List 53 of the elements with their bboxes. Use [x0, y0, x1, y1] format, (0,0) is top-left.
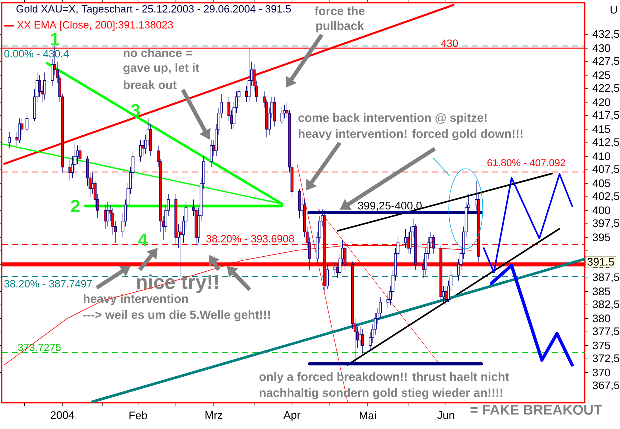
- y-tick-label: 402,5: [592, 192, 620, 202]
- annotation: 1: [51, 33, 60, 46]
- y-tick-label: 417,5: [592, 112, 620, 120]
- y-tick-label: 377,5: [592, 328, 620, 337]
- annotation: come back intervention @ spitze!: [298, 113, 487, 125]
- y-tick-label: 370: [592, 368, 610, 377]
- y-tick-label: 432,5: [592, 30, 620, 40]
- annotation: 4: [138, 234, 148, 246]
- y-tick-label: 372,5: [592, 354, 620, 364]
- y-tick-label: 382,5: [592, 300, 620, 310]
- y-tick-label: 367,5: [592, 382, 620, 391]
- text: U: [610, 6, 618, 14]
- y-tick-label: 412,5: [592, 138, 620, 148]
- annotation: 2: [71, 200, 80, 213]
- chart-title: Gold XAU=X, Tageschart - 25.12.2003 - 29.06.2004 - 391.5: [16, 5, 292, 15]
- y-tick-label: 430: [592, 44, 610, 52]
- y-tick-label: 427,5: [592, 57, 620, 66]
- text: = FAKE BREAKOUT: [470, 405, 602, 415]
- y-tick-label: 387,5: [592, 274, 620, 283]
- y-tick-label: 407,5: [592, 166, 620, 175]
- annotation: break out: [124, 80, 177, 90]
- x-tick-label: Mai: [360, 412, 376, 420]
- y-tick-label: 395: [592, 234, 610, 242]
- annotation: force the: [314, 6, 365, 16]
- y-tick-label: 400: [592, 206, 610, 214]
- annotation: 38.20% - 387.7497: [4, 280, 92, 288]
- y-tick-label: 420: [592, 98, 610, 106]
- annotation: heavy intervention! forced gold down!!!: [299, 129, 523, 141]
- annotation: 61.80% - 407.092: [488, 159, 566, 167]
- y-tick-label: 380: [592, 314, 610, 323]
- x-tick-label: Jun: [438, 412, 454, 420]
- y-tick-label: 405: [592, 180, 610, 188]
- annotation: 399,25-400,0: [358, 202, 422, 212]
- legend-label: XX EMA [Close, 200]:391.138023: [17, 21, 174, 31]
- annotation: gave up, let it: [124, 63, 200, 75]
- y-tick-label: 375: [592, 342, 610, 350]
- annotation: ---> weil es um die 5.Welle geht!!!: [84, 310, 270, 322]
- y-tick-label: 422,5: [592, 84, 620, 94]
- annotation: 38.20% - 393.6908: [206, 235, 294, 243]
- y-tick-label: 410: [592, 152, 610, 160]
- annotation: pullback: [316, 21, 364, 33]
- x-tick-label: Apr: [284, 412, 301, 422]
- annotation: nice try!!: [137, 274, 218, 294]
- text: 391.5: [588, 258, 614, 266]
- annotation: 3: [131, 104, 140, 117]
- annotation: no chance =: [124, 48, 192, 58]
- y-tick-label: 425: [592, 72, 610, 80]
- y-tick-label: 397,5: [592, 220, 620, 229]
- y-tick-label: 415: [592, 126, 610, 134]
- x-tick-label: Mrz: [206, 412, 223, 420]
- x-tick-label: 2004: [50, 412, 74, 420]
- y-tick-label: 385: [592, 288, 610, 296]
- x-tick-label: Feb: [130, 412, 148, 420]
